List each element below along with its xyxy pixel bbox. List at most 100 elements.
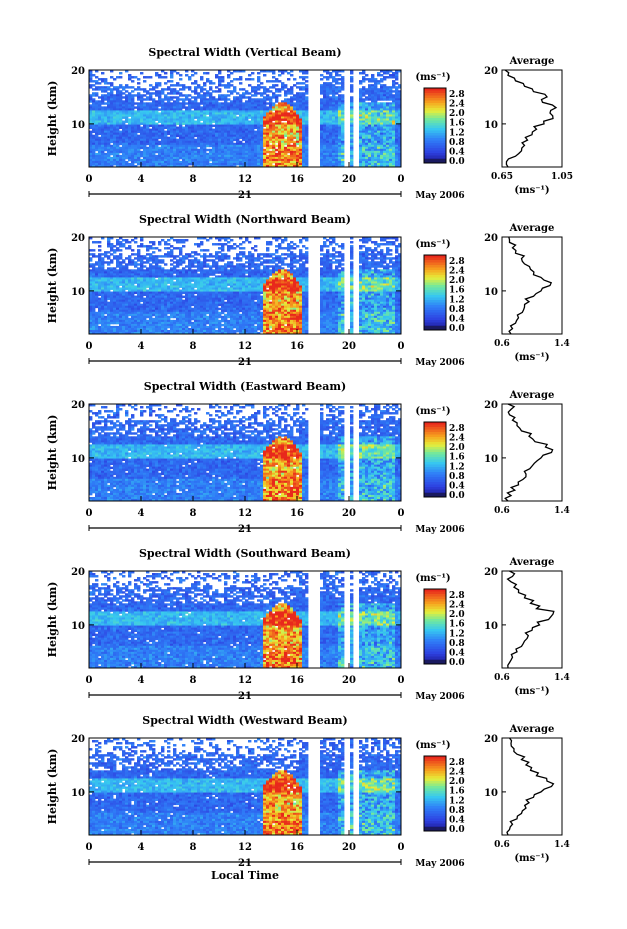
spectral-width-heatmap <box>89 571 401 668</box>
colorbar-tick: 1.2 <box>449 462 465 472</box>
profile-y-tick: 10 <box>484 287 498 298</box>
x-tick-label: 0 <box>86 174 93 185</box>
y-tick-label: 20 <box>71 233 85 244</box>
profile-y-tick: 20 <box>484 567 498 578</box>
profile-frame <box>501 570 563 669</box>
profile-x-tick: 1.05 <box>551 172 573 182</box>
average-profile-line <box>506 570 555 669</box>
y-tick-label: 10 <box>71 287 85 298</box>
day-label: 21 <box>238 357 252 368</box>
x-axis-label: Local Time <box>211 869 279 882</box>
colorbar-tick: 2.4 <box>449 100 465 110</box>
average-profile-line <box>506 737 555 836</box>
x-tick-label: 0 <box>86 842 93 853</box>
colorbar-tick: 1.2 <box>449 796 465 806</box>
profile-x-tick: 0.6 <box>494 339 510 349</box>
x-tick-label: 8 <box>190 341 197 352</box>
panel-4: Spectral Width (Southward Beam) Height (k… <box>46 547 570 702</box>
colorbar-tick: 0.0 <box>449 825 465 835</box>
x-tick-label: 12 <box>238 174 252 185</box>
profile-x-label: (ms⁻¹) <box>514 352 549 363</box>
colorbar-tick: 1.6 <box>449 453 465 463</box>
colorbar-tick: 0.4 <box>449 481 465 491</box>
profile-y-tick: 20 <box>484 66 498 77</box>
colorbar-tick: 1.2 <box>449 295 465 305</box>
profile-y-tick: 10 <box>484 788 498 799</box>
x-tick-label: 8 <box>190 842 197 853</box>
panel-title: Spectral Width (Eastward Beam) <box>144 380 346 393</box>
profile-x-tick: 1.4 <box>554 840 570 850</box>
panel-2: Spectral Width (Northward Beam) Height (k… <box>46 213 570 368</box>
y-tick-label: 20 <box>71 400 85 411</box>
colorbar-tick: 2.0 <box>449 443 465 453</box>
x-tick-label: 16 <box>290 675 304 686</box>
x-tick-label: 12 <box>238 341 252 352</box>
colorbar-tick: 2.4 <box>449 601 465 611</box>
profile-x-tick: 1.4 <box>554 339 570 349</box>
average-profile-line <box>504 69 558 168</box>
spectral-width-heatmap <box>89 70 401 167</box>
x-tick-label: 4 <box>138 174 145 185</box>
profile-title: Average <box>509 56 555 67</box>
colorbar-tick: 2.4 <box>449 434 465 444</box>
x-tick-label: 4 <box>138 508 145 519</box>
panel-title: Spectral Width (Northward Beam) <box>139 213 351 226</box>
spectral-width-heatmap <box>89 237 401 334</box>
colorbar-tick: 2.4 <box>449 768 465 778</box>
x-tick-label: 8 <box>190 508 197 519</box>
colorbar-tick: 2.8 <box>449 424 465 434</box>
x-tick-label: 0 <box>86 341 93 352</box>
y-tick-label: 20 <box>71 66 85 77</box>
colorbar <box>423 755 447 832</box>
colorbar-tick: 0.0 <box>449 491 465 501</box>
colorbar-tick: 1.2 <box>449 128 465 138</box>
colorbar-tick: 2.8 <box>449 90 465 100</box>
panel-title: Spectral Width (Vertical Beam) <box>148 46 341 59</box>
x-tick-label: 16 <box>290 842 304 853</box>
day-label: 21 <box>238 691 252 702</box>
profile-x-tick: 0.65 <box>491 172 513 182</box>
profile-x-label: (ms⁻¹) <box>514 686 549 697</box>
spectral-width-heatmap <box>89 404 401 501</box>
colorbar-tick: 2.0 <box>449 777 465 787</box>
x-tick-label: 20 <box>342 675 356 686</box>
colorbar-unit: (ms⁻¹) <box>415 239 450 250</box>
x-tick-label: 0 <box>398 174 405 185</box>
profile-y-tick: 20 <box>484 734 498 745</box>
y-axis-label: Height (km) <box>46 415 59 491</box>
x-tick-label: 0 <box>86 508 93 519</box>
y-tick-label: 10 <box>71 621 85 632</box>
colorbar-tick: 0.0 <box>449 658 465 668</box>
day-label: 21 <box>238 524 252 535</box>
profile-title: Average <box>509 557 555 568</box>
y-axis-label: Height (km) <box>46 582 59 658</box>
x-tick-label: 12 <box>238 675 252 686</box>
date-label: May 2006 <box>415 191 464 201</box>
x-tick-label: 16 <box>290 174 304 185</box>
colorbar-tick: 2.4 <box>449 267 465 277</box>
colorbar-tick: 2.0 <box>449 109 465 119</box>
colorbar-tick: 2.8 <box>449 257 465 267</box>
profile-title: Average <box>509 223 555 234</box>
colorbar-tick: 0.4 <box>449 815 465 825</box>
colorbar-tick: 0.8 <box>449 806 465 816</box>
x-tick-label: 8 <box>190 174 197 185</box>
colorbar <box>423 588 447 665</box>
x-tick-label: 20 <box>342 842 356 853</box>
profile-frame <box>501 236 563 335</box>
x-tick-label: 4 <box>138 675 145 686</box>
average-profile-line <box>504 403 554 502</box>
x-tick-label: 0 <box>398 508 405 519</box>
profile-frame <box>501 737 563 836</box>
colorbar-tick: 0.4 <box>449 147 465 157</box>
colorbar-tick: 0.0 <box>449 157 465 167</box>
colorbar-tick: 1.6 <box>449 787 465 797</box>
panel-1: Spectral Width (Vertical Beam) Height (km… <box>46 46 573 201</box>
panel-5: Spectral Width (Westward Beam) Height (km… <box>46 714 570 882</box>
x-tick-label: 0 <box>398 675 405 686</box>
day-label: 21 <box>238 858 252 869</box>
profile-y-tick: 10 <box>484 454 498 465</box>
x-tick-label: 0 <box>398 842 405 853</box>
x-tick-label: 12 <box>238 508 252 519</box>
